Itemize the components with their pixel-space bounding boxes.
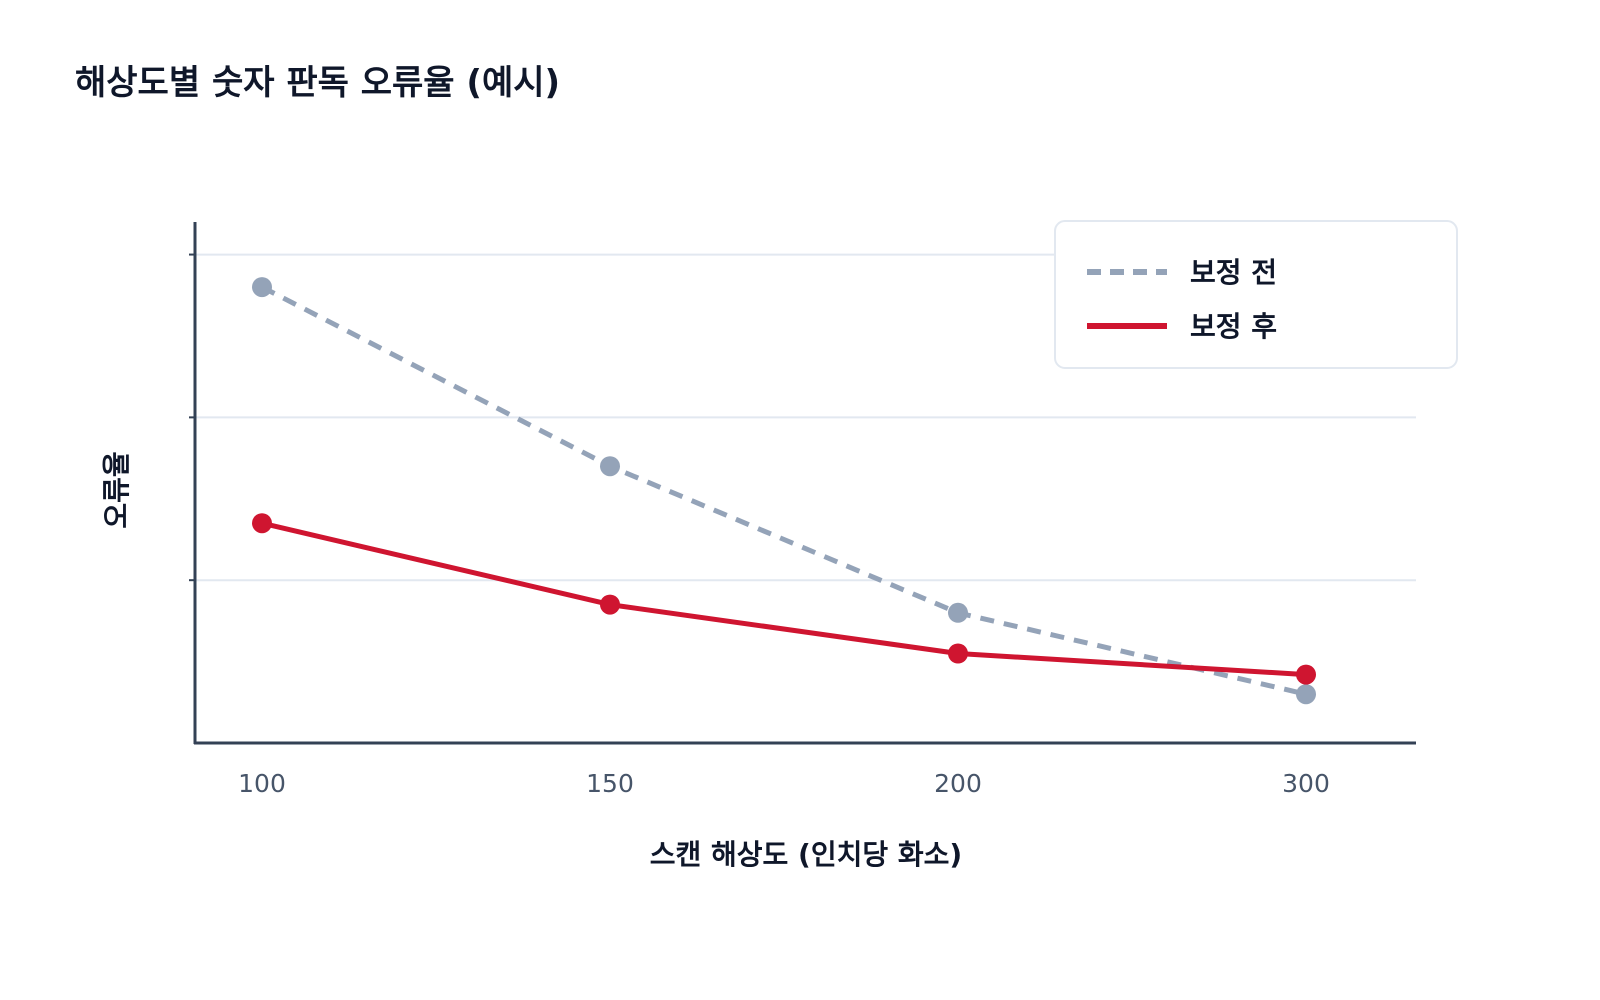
x-axis-label: 스캔 해상도 (인치당 화소) xyxy=(650,838,962,871)
x-tick-label-200: 200 xyxy=(934,769,982,798)
data-point-1-3 xyxy=(1296,664,1316,685)
x-tick-label-300: 300 xyxy=(1282,769,1330,798)
legend: 보정 전 보정 후 xyxy=(1054,220,1458,369)
data-point-1-0 xyxy=(252,513,272,534)
chart-title: 해상도별 숫자 판독 오류율 (예시) xyxy=(75,63,560,103)
data-point-0-2 xyxy=(948,602,968,623)
data-point-1-1 xyxy=(600,594,620,615)
data-point-1-2 xyxy=(948,643,968,664)
legend-box xyxy=(1054,220,1458,369)
legend-label-before: 보정 전 xyxy=(1190,256,1277,289)
x-tick-labels: 100 150 200 300 xyxy=(238,769,1330,798)
data-point-0-0 xyxy=(252,277,272,298)
legend-label-after: 보정 후 xyxy=(1190,310,1277,343)
series-line-0 xyxy=(260,284,1307,697)
y-axis-label: 오류율 xyxy=(100,451,133,528)
series-layer xyxy=(252,277,1316,705)
data-point-0-1 xyxy=(600,456,620,477)
data-point-0-3 xyxy=(1296,684,1316,705)
x-tick-label-100: 100 xyxy=(238,769,286,798)
x-tick-label-150: 150 xyxy=(586,769,634,798)
series-line-1 xyxy=(261,520,1307,678)
